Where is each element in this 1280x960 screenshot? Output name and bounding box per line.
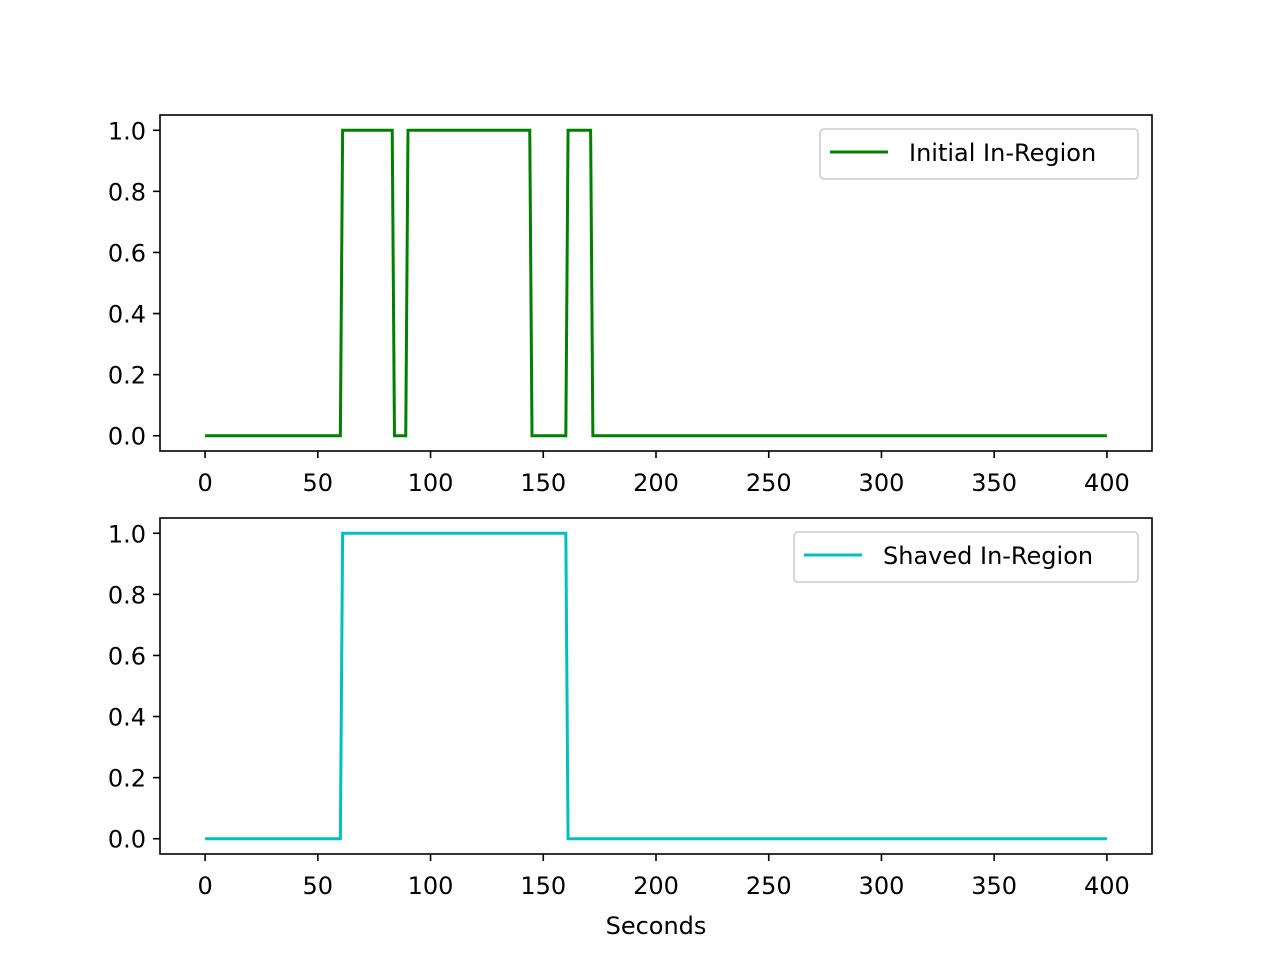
y-tick-label: 0.6 [108,239,146,267]
top-subplot-legend: Initial In-Region [819,128,1139,180]
top-subplot-ticks: 0 50 100 150 200 250 300 350 400 0.0 0.2 0.4 0.6 0.8 1… [108,117,1130,497]
legend-box [793,531,1139,583]
series-line-0 [205,128,1107,438]
y-tick-label: 0.0 [108,826,146,854]
y-tick-label: 0.4 [108,704,146,732]
x-tick-label: 250 [746,469,792,497]
y-tick-label: 0.6 [108,642,146,670]
y-tick-label: 0.0 [108,423,146,451]
x-tick-label: 50 [303,872,334,900]
x-tick-label: 50 [303,469,334,497]
x-tick-label: 250 [746,872,792,900]
x-tick-label: 200 [633,872,679,900]
bottom-subplot-lines [205,531,1107,841]
top-subplot-lines [205,128,1107,438]
x-tick-label: 150 [520,469,566,497]
top-subplot: 0 50 100 150 200 250 300 350 400 0.0 0.2 0.4 0.6 0.8 1… [108,114,1153,497]
x-tick-label: 300 [859,469,905,497]
y-tick-label: 1.0 [108,520,146,548]
y-tick-label: 0.8 [108,581,146,609]
series-line-0 [205,531,1107,841]
legend-label: Initial In-Region [909,139,1096,167]
y-tick-label: 0.8 [108,178,146,206]
x-tick-label: 350 [971,872,1017,900]
bottom-subplot-legend: Shaved In-Region [793,531,1139,583]
legend-box [819,128,1139,180]
x-tick-label: 400 [1084,469,1130,497]
x-tick-label: 150 [520,872,566,900]
x-tick-label: 350 [971,469,1017,497]
x-tick-label: 100 [408,872,454,900]
legend-label: Shaved In-Region [883,542,1093,570]
x-tick-label: 0 [197,469,212,497]
bottom-subplot: 0 50 100 150 200 250 300 350 400 0.0 0.2 0.4 0.6 0.8 1… [108,517,1153,940]
y-tick-label: 1.0 [108,117,146,145]
x-tick-label: 400 [1084,872,1130,900]
y-tick-label: 0.2 [108,765,146,793]
x-tick-label: 100 [408,469,454,497]
x-tick-label: 300 [859,872,905,900]
x-tick-label: 200 [633,469,679,497]
x-tick-label: 0 [197,872,212,900]
y-tick-label: 0.2 [108,362,146,390]
bottom-subplot-ticks: 0 50 100 150 200 250 300 350 400 0.0 0.2 0.4 0.6 0.8 1… [108,520,1130,900]
x-axis-label: Seconds [606,912,707,940]
y-tick-label: 0.4 [108,301,146,329]
